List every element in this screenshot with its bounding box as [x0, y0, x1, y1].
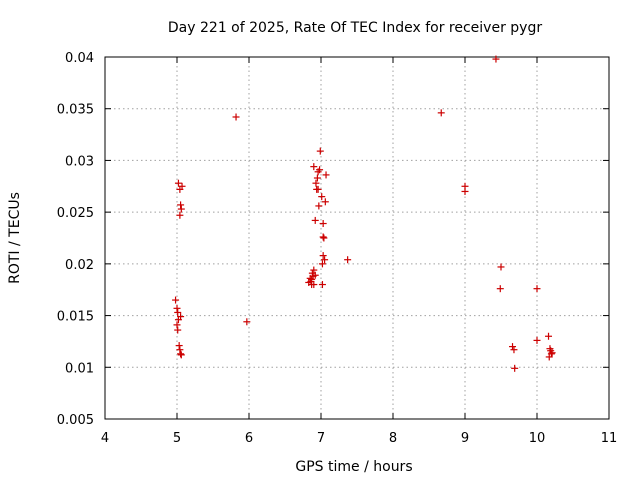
- data-point: [177, 313, 185, 321]
- data-point: [321, 256, 329, 264]
- x-tick-label: 9: [461, 431, 469, 446]
- data-point: [311, 271, 319, 279]
- data-point: [461, 187, 469, 195]
- data-point: [174, 308, 182, 316]
- data-point: [316, 147, 324, 155]
- data-point: [177, 351, 185, 359]
- x-tick-labels: 4 5 6 7 8 9 10 11: [101, 431, 617, 446]
- data-point: [548, 349, 556, 357]
- x-tick-label: 5: [173, 431, 181, 446]
- y-tick-label: 0.035: [57, 103, 94, 118]
- data-point: [318, 260, 326, 268]
- y-tick-label: 0.04: [65, 51, 94, 66]
- y-tick-label: 0.005: [57, 413, 94, 428]
- data-point: [545, 353, 553, 361]
- data-point: [178, 182, 186, 190]
- axis-ticks: [104, 56, 610, 420]
- data-points: [172, 55, 556, 372]
- data-point: [492, 55, 500, 63]
- data-point: [312, 179, 320, 187]
- x-tick-label: 4: [101, 431, 109, 446]
- x-axis-title: GPS time / hours: [295, 459, 412, 475]
- data-point: [243, 318, 251, 326]
- data-point: [232, 113, 240, 121]
- grid-lines: [105, 57, 609, 419]
- data-point: [172, 296, 180, 304]
- data-point: [175, 342, 183, 350]
- data-point: [344, 256, 352, 264]
- data-point: [310, 266, 318, 274]
- x-tick-label: 10: [529, 431, 546, 446]
- data-point: [173, 321, 181, 329]
- data-point: [174, 326, 182, 334]
- y-tick-label: 0.015: [57, 310, 94, 325]
- data-point: [308, 275, 316, 283]
- data-point: [174, 179, 182, 187]
- data-point: [318, 281, 326, 289]
- chart-title: Day 221 of 2025, Rate Of TEC Index for r…: [168, 20, 542, 36]
- data-point: [496, 285, 504, 293]
- data-point: [310, 281, 318, 289]
- x-tick-label: 11: [601, 431, 618, 446]
- data-point: [319, 252, 327, 260]
- y-tick-label: 0.03: [65, 154, 94, 169]
- data-point: [546, 345, 554, 353]
- data-point: [311, 216, 319, 224]
- data-point: [318, 193, 326, 201]
- x-tick-label: 7: [317, 431, 325, 446]
- data-point: [310, 163, 318, 171]
- data-point: [321, 198, 329, 206]
- data-point: [314, 185, 322, 193]
- data-point: [320, 234, 328, 242]
- data-point: [497, 263, 505, 271]
- y-axis-title: ROTI / TECUs: [7, 192, 23, 284]
- data-point: [316, 166, 324, 174]
- data-point: [176, 211, 184, 219]
- data-point: [177, 201, 185, 209]
- y-tick-label: 0.025: [57, 206, 94, 221]
- data-point: [545, 332, 553, 340]
- y-tick-labels: 0.005 0.01 0.015 0.02 0.025 0.03 0.035 0.04: [57, 51, 94, 428]
- data-point: [313, 174, 321, 182]
- data-point: [319, 233, 327, 241]
- x-tick-label: 6: [245, 431, 253, 446]
- data-point: [322, 171, 330, 179]
- data-point: [511, 364, 519, 372]
- y-tick-label: 0.01: [65, 361, 94, 376]
- data-point: [437, 109, 445, 117]
- y-tick-label: 0.02: [65, 258, 94, 273]
- x-tick-label: 8: [389, 431, 397, 446]
- data-point: [533, 336, 541, 344]
- data-point: [315, 202, 323, 210]
- data-point: [510, 346, 518, 354]
- data-point: [177, 350, 185, 358]
- plot-frame: [104, 56, 610, 420]
- data-point: [176, 346, 184, 354]
- data-point: [173, 304, 181, 312]
- data-point: [319, 220, 327, 228]
- data-point: [533, 285, 541, 293]
- data-point: [509, 343, 517, 351]
- data-point: [177, 205, 185, 213]
